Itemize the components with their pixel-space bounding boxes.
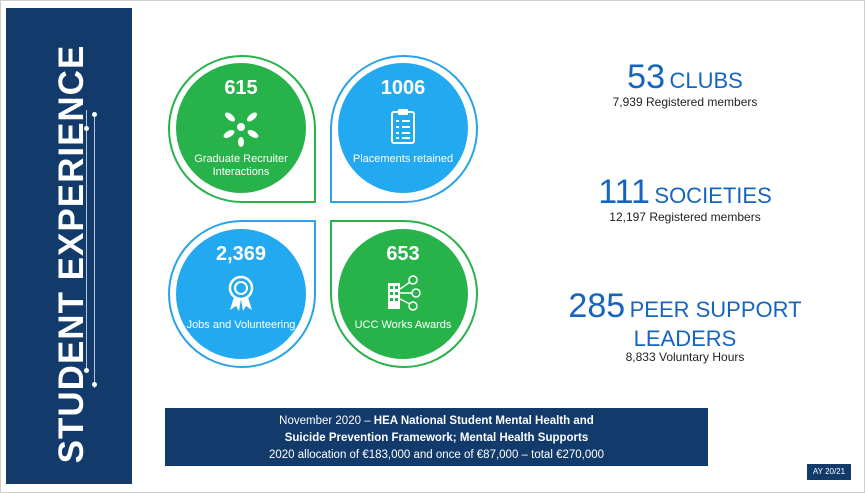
banner-line3: 2020 allocation of €183,000 and once of … xyxy=(268,449,605,461)
decor-line-left xyxy=(86,110,87,370)
building-network-icon xyxy=(388,275,421,311)
tile-ucc-works-awards: 653 UCC Works Awards xyxy=(338,229,468,359)
stat-label: PEER SUPPORT LEADERS xyxy=(629,297,802,351)
stat-label: SOCIETIES xyxy=(654,183,772,208)
stat-societies: 111 SOCIETIES 12,197 Registered members xyxy=(560,173,810,224)
stat-sub: 8,833 Voluntary Hours xyxy=(625,350,745,364)
tile-number: 615 xyxy=(224,77,258,99)
banner-line1-prefix: November 2020 – xyxy=(279,415,374,427)
sidebar: STUDENT EXPERIENCE xyxy=(6,8,132,484)
tile-jobs-volunteering: 2,369 Jobs and Volunteering xyxy=(176,229,306,359)
academic-year-badge: AY 20/21 xyxy=(807,464,851,480)
stat-number: 111 xyxy=(598,173,650,211)
banner-line2-bold: Suicide Prevention Framework; Mental Hea… xyxy=(284,432,589,444)
decor-dot xyxy=(92,112,97,117)
decor-dot xyxy=(92,382,97,387)
award-ribbon-icon xyxy=(228,275,254,311)
stat-sub: 12,197 Registered members xyxy=(609,210,761,224)
tile-number: 653 xyxy=(386,243,420,265)
stat-number: 285 xyxy=(568,287,626,325)
tile-label: Graduate Recruiter Interactions xyxy=(194,153,288,178)
decor-line-right xyxy=(94,116,95,388)
tile-label: UCC Works Awards xyxy=(354,319,452,331)
tile-number: 2,369 xyxy=(215,243,267,265)
clipboard-icon xyxy=(391,109,415,144)
hands-icon xyxy=(223,112,259,147)
tile-number: 1006 xyxy=(380,77,426,99)
tile-label: Placements retained xyxy=(352,153,454,165)
decor-dot xyxy=(84,368,89,373)
stat-clubs: 53 CLUBS 7,939 Registered members xyxy=(560,58,810,109)
stat-label: CLUBS xyxy=(669,68,743,93)
stat-number: 53 xyxy=(627,58,665,96)
banner-line1-bold: HEA National Student Mental Health and xyxy=(373,415,594,427)
stat-peer-support: 285 PEER SUPPORT LEADERS 8,833 Voluntary… xyxy=(520,287,850,364)
decor-dot xyxy=(84,126,89,131)
tile-placements: 1006 Placements retained xyxy=(338,63,468,193)
mental-health-banner: November 2020 – HEA National Student Men… xyxy=(165,408,708,466)
tile-label: Jobs and Volunteering xyxy=(186,319,296,331)
stat-sub: 7,939 Registered members xyxy=(612,95,758,109)
tile-graduate-recruiter: 615 Graduate Recruiter Interactions xyxy=(176,63,306,193)
